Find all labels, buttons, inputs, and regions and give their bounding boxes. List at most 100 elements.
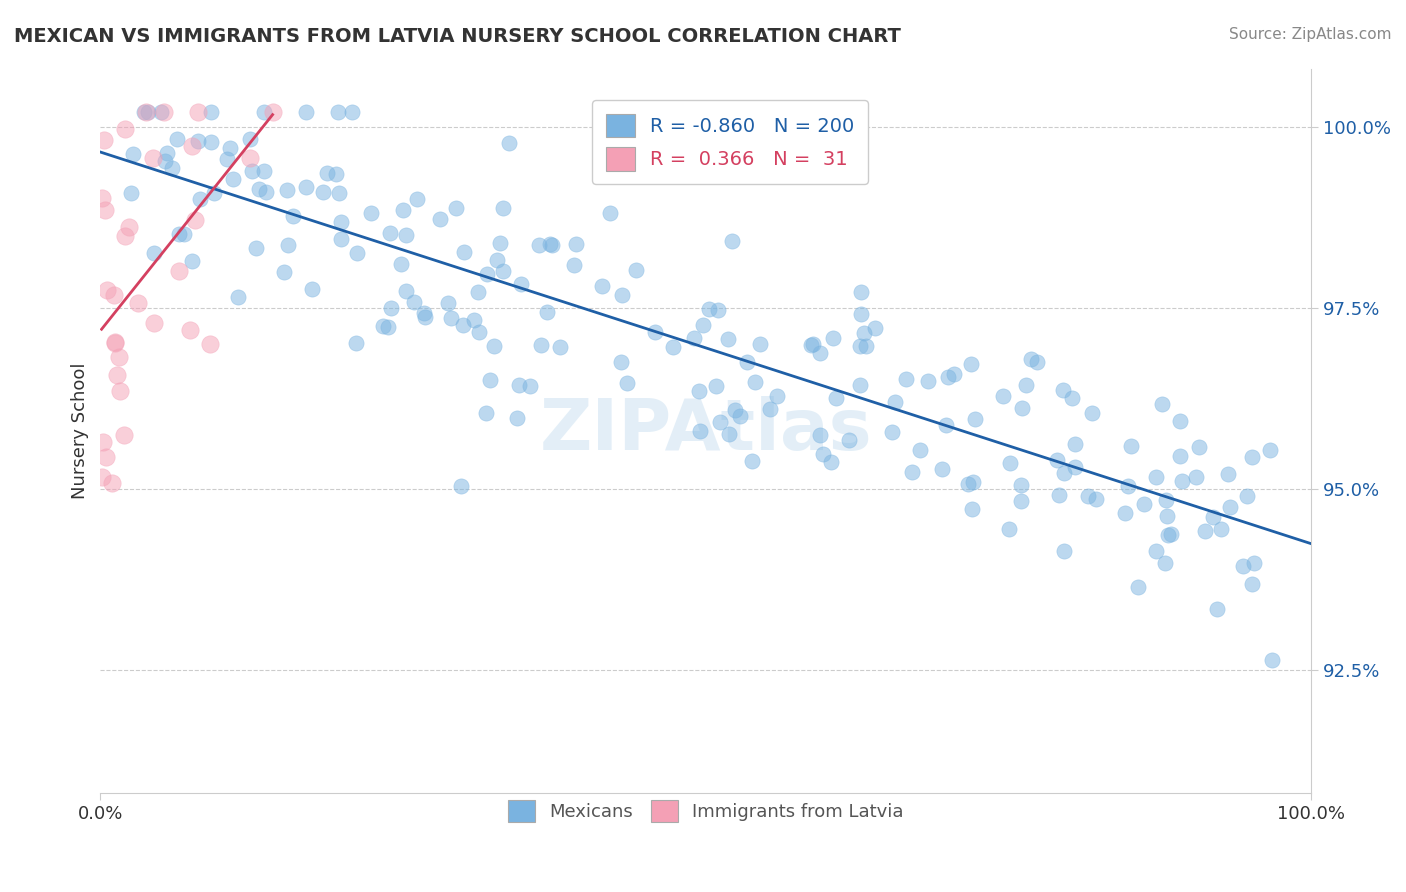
Point bbox=[217, 152, 239, 166]
Point bbox=[184, 213, 207, 227]
Point bbox=[103, 288, 125, 302]
Point bbox=[121, 147, 143, 161]
Point bbox=[644, 326, 666, 340]
Point bbox=[718, 426, 741, 441]
Point bbox=[112, 428, 135, 442]
Point bbox=[277, 238, 299, 252]
Point bbox=[118, 220, 141, 235]
Point bbox=[187, 105, 209, 120]
Point bbox=[475, 406, 498, 420]
Point bbox=[226, 290, 249, 304]
Point bbox=[167, 264, 190, 278]
Point bbox=[486, 253, 509, 268]
Point bbox=[965, 412, 987, 426]
Point bbox=[114, 121, 136, 136]
Point bbox=[200, 336, 222, 351]
Point bbox=[103, 334, 125, 349]
Point bbox=[377, 319, 399, 334]
Point bbox=[744, 375, 766, 389]
Point bbox=[143, 246, 166, 260]
Point bbox=[413, 306, 436, 320]
Point bbox=[1156, 508, 1178, 523]
Point bbox=[1011, 401, 1033, 416]
Point bbox=[1052, 383, 1074, 397]
Point bbox=[1114, 506, 1136, 520]
Point bbox=[838, 434, 860, 448]
Point bbox=[820, 455, 842, 469]
Point bbox=[344, 335, 367, 350]
Point bbox=[707, 303, 730, 318]
Point bbox=[759, 401, 782, 416]
Point bbox=[1170, 449, 1192, 463]
Point bbox=[721, 234, 744, 248]
Point bbox=[247, 182, 270, 196]
Point bbox=[188, 192, 211, 206]
Point bbox=[1084, 491, 1107, 506]
Point bbox=[562, 258, 585, 272]
Point bbox=[180, 139, 202, 153]
Point bbox=[1261, 653, 1284, 667]
Point bbox=[848, 339, 870, 353]
Point bbox=[936, 370, 959, 384]
Point bbox=[530, 337, 553, 351]
Point bbox=[853, 326, 876, 341]
Point bbox=[880, 425, 903, 440]
Point bbox=[1236, 489, 1258, 503]
Point bbox=[689, 424, 711, 438]
Point bbox=[453, 245, 475, 260]
Point bbox=[855, 339, 877, 353]
Point bbox=[737, 355, 759, 369]
Point bbox=[107, 368, 129, 383]
Point bbox=[463, 313, 485, 327]
Point bbox=[510, 277, 533, 292]
Point bbox=[740, 453, 762, 467]
Point bbox=[682, 331, 704, 345]
Point bbox=[1063, 436, 1085, 450]
Point bbox=[429, 212, 451, 227]
Point bbox=[1053, 466, 1076, 480]
Point bbox=[444, 201, 467, 215]
Point bbox=[808, 346, 831, 360]
Point bbox=[138, 105, 160, 120]
Point bbox=[1170, 474, 1192, 488]
Point bbox=[253, 105, 276, 120]
Point bbox=[1116, 478, 1139, 492]
Point bbox=[1194, 524, 1216, 538]
Point bbox=[273, 264, 295, 278]
Point bbox=[998, 456, 1021, 470]
Point bbox=[328, 186, 350, 200]
Point bbox=[908, 443, 931, 458]
Point bbox=[202, 186, 225, 200]
Point bbox=[894, 372, 917, 386]
Point bbox=[1014, 377, 1036, 392]
Point bbox=[179, 323, 201, 337]
Point bbox=[450, 478, 472, 492]
Point bbox=[281, 209, 304, 223]
Point bbox=[1133, 497, 1156, 511]
Point bbox=[167, 227, 190, 241]
Point bbox=[295, 105, 318, 120]
Point bbox=[93, 202, 115, 217]
Point bbox=[813, 446, 835, 460]
Point bbox=[1219, 500, 1241, 514]
Point bbox=[960, 357, 983, 371]
Point bbox=[1121, 439, 1143, 453]
Point bbox=[91, 435, 114, 450]
Point bbox=[1168, 414, 1191, 428]
Point bbox=[173, 227, 195, 242]
Point bbox=[218, 141, 240, 155]
Point bbox=[378, 226, 401, 240]
Point bbox=[1144, 543, 1167, 558]
Point bbox=[114, 228, 136, 243]
Point bbox=[187, 134, 209, 148]
Point bbox=[96, 284, 118, 298]
Point bbox=[90, 191, 112, 205]
Point bbox=[101, 475, 124, 490]
Point bbox=[508, 378, 530, 392]
Point bbox=[957, 477, 980, 491]
Point bbox=[478, 373, 501, 387]
Point bbox=[1185, 469, 1208, 483]
Point bbox=[591, 279, 613, 293]
Point bbox=[849, 285, 872, 300]
Point bbox=[662, 340, 685, 354]
